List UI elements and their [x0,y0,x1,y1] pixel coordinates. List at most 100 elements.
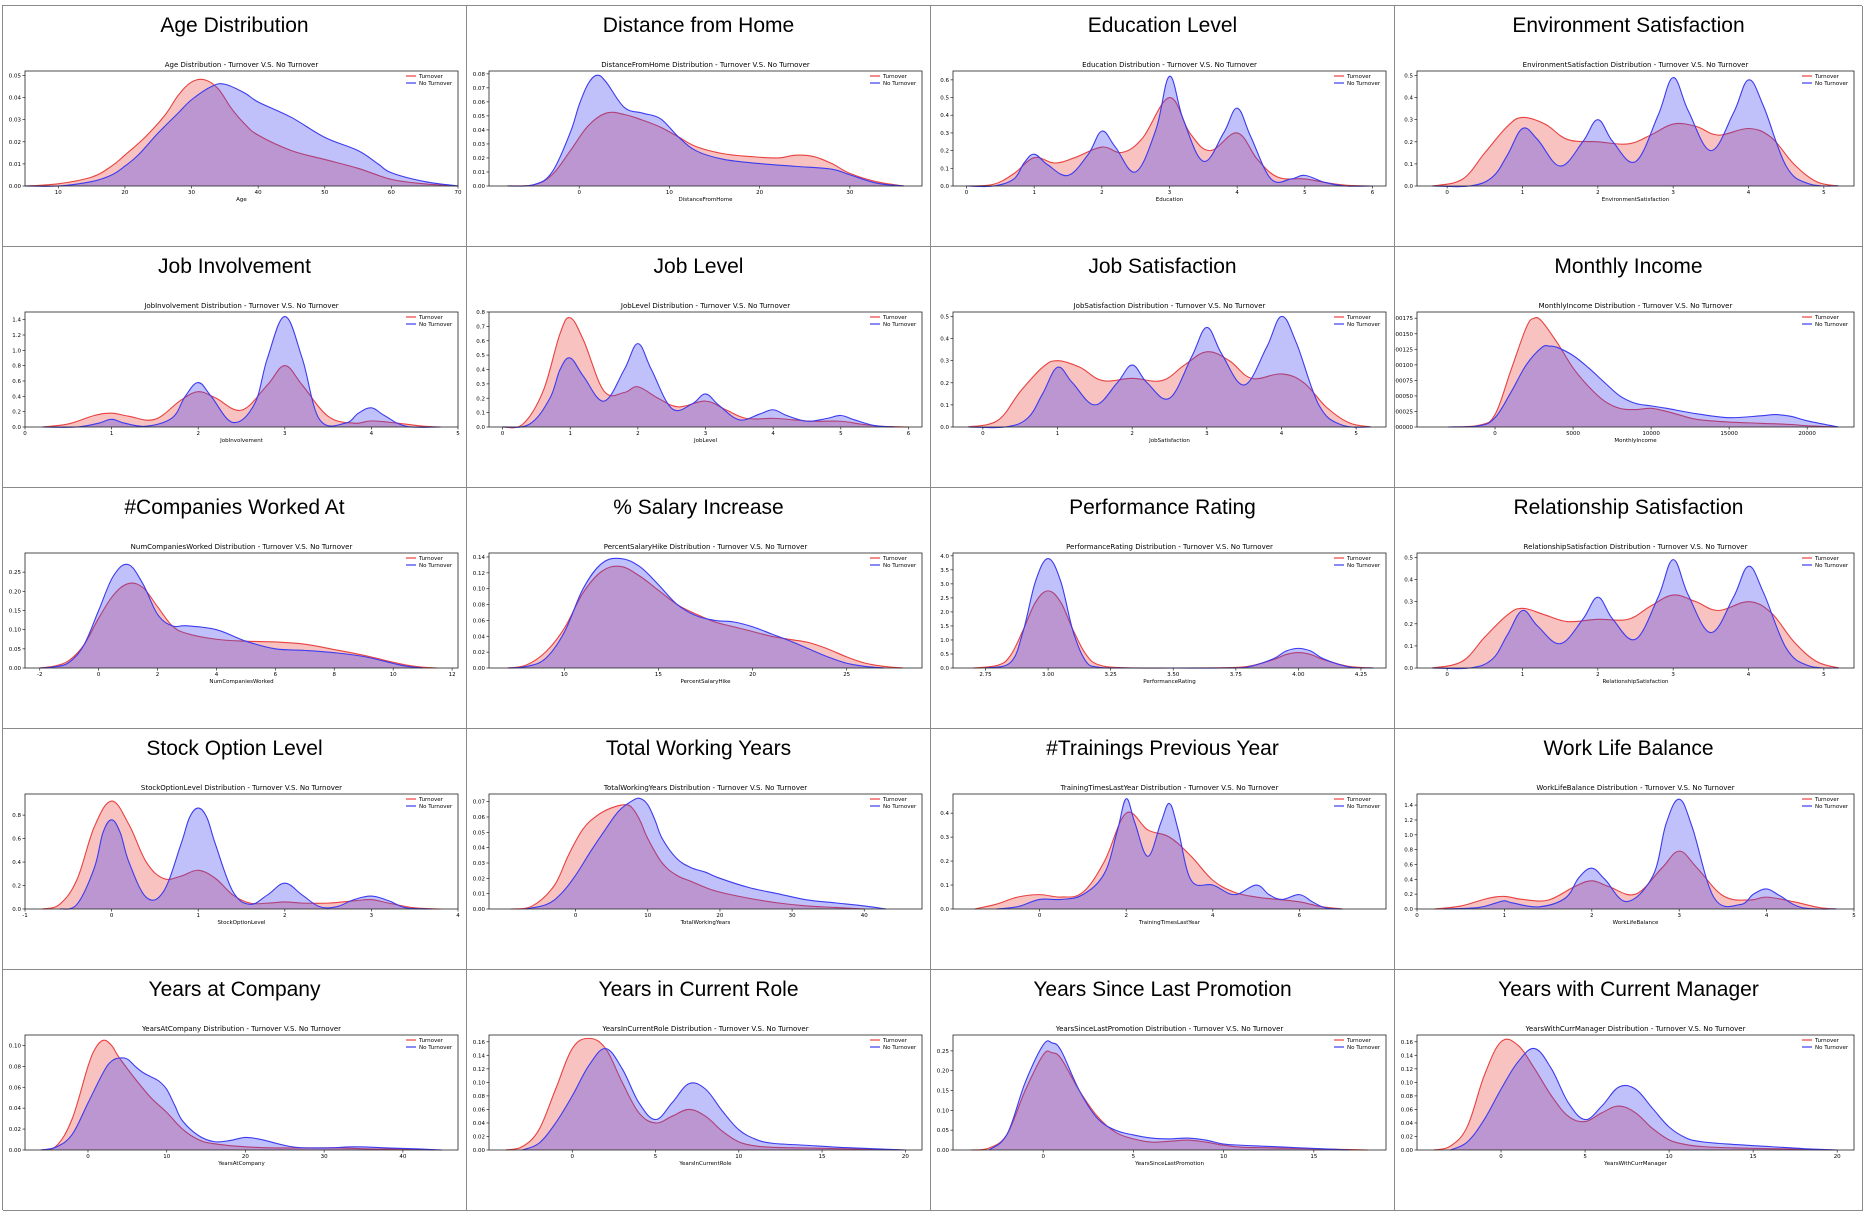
x-tick-label: 2 [1596,190,1600,196]
y-tick-label: 0.0 [940,425,949,431]
x-tick-label: 2 [1596,672,1600,678]
x-tick-label: 5 [1822,672,1826,678]
series-area-turnover [1448,317,1839,427]
legend-label-turnover: Turnover [418,315,444,321]
legend-label-turnover: Turnover [1814,556,1840,562]
x-axis-label: JobInvolvement [219,438,264,444]
x-tick-label: -2 [37,672,42,678]
legend-label-no-turnover: No Turnover [1815,1045,1849,1051]
y-tick-label: 0.01 [9,162,21,168]
y-tick-label: 0.20 [937,1069,950,1075]
x-tick-label: 0 [1445,672,1449,678]
density-plot: PerformanceRating Distribution - Turnove… [940,543,1387,685]
chart-panel: Job Involvement JobInvolvement Distributi… [3,247,467,488]
y-tick-label: 0.2 [940,859,949,865]
density-plot: JobLevel Distribution - Turnover V.S. No… [476,302,923,444]
x-tick-label: 0 [110,913,114,919]
x-tick-label: 40 [399,1154,406,1160]
y-tick-label: 4.0 [940,554,949,560]
chart-panel: Age Distribution Age Distribution - Turno… [3,6,467,247]
series-line-no-turnover [39,563,423,669]
x-tick-label: 0 [571,1154,575,1160]
y-tick-label: 0.04 [9,1106,22,1112]
y-tick-label: 0.6 [940,78,949,84]
x-tick-label: 1 [1521,672,1525,678]
y-tick-label: 0.06 [473,815,486,821]
legend-label-no-turnover: No Turnover [1815,322,1849,328]
x-tick-label: 15 [819,1154,826,1160]
series-line-turnover [507,111,905,187]
series-area-no-turnover [59,808,433,910]
y-tick-label: 0.0 [476,425,485,431]
series-area-no-turnover [1432,559,1839,669]
plot-subtitle: YearsAtCompany Distribution - Turnover V… [141,1025,341,1033]
y-tick-label: 0.4 [1404,96,1413,102]
series-line-turnover [42,800,441,910]
series-line-no-turnover [42,316,441,428]
y-tick-label: 0.00 [937,1148,950,1154]
y-tick-label: 0.3 [940,835,949,841]
legend-label-no-turnover: No Turnover [883,322,917,328]
legend-label-turnover: Turnover [1814,74,1840,80]
y-tick-label: 0.06 [1401,1107,1414,1113]
chart-panel: Years Since Last Promotion YearsSinceLast… [931,970,1395,1211]
x-axis-label: MonthlyIncome [1614,438,1657,444]
x-tick-label: 4 [1747,190,1751,196]
density-plot: NumCompaniesWorked Distribution - Turnov… [9,543,459,685]
series-area-turnover [1433,1039,1838,1150]
series-area-turnover [502,317,909,428]
y-tick-label: 0.02 [9,1127,21,1133]
chart-panel: Performance Rating PerformanceRating Dist… [931,488,1395,729]
chart-panel: Job Level JobLevel Distribution - Turnove… [467,247,931,488]
y-tick-label: 0.5 [1404,555,1413,561]
x-tick-label: 0 [1038,913,1042,919]
y-tick-label: 1.2 [1404,818,1413,824]
plot-subtitle: StockOptionLevel Distribution - Turnover… [141,784,342,792]
x-tick-label: 3.75 [1230,672,1243,678]
series-area-no-turnover [989,1040,1350,1150]
y-tick-label: 0.2 [940,381,949,387]
series-area-no-turnover [507,558,885,668]
y-tick-label: 0.3 [940,359,949,365]
series-area-no-turnover [525,798,886,909]
x-tick-label: 3.50 [1167,672,1180,678]
plot-subtitle: YearsSinceLastPromotion Distribution - T… [1055,1025,1284,1033]
y-tick-label: 0.12 [473,1067,485,1073]
x-tick-label: 4.25 [1355,672,1368,678]
y-tick-label: 0.03 [473,861,486,867]
series-line-no-turnover [1432,559,1839,670]
series-line-no-turnover [1443,798,1837,910]
y-tick-label: 0.0 [1404,907,1413,913]
series-area-no-turnover [39,564,423,668]
series-line-turnover [1434,850,1837,910]
x-tick-label: 3.00 [1042,672,1055,678]
x-tick-label: 5 [839,431,843,437]
y-tick-label: 0.1 [940,166,949,172]
legend-label-turnover: Turnover [882,1038,908,1044]
y-tick-label: 0.10 [1401,1080,1414,1086]
x-axis-label: Age [236,197,247,203]
chart-panel: Years at Company YearsAtCompany Distribut… [3,970,467,1211]
x-tick-label: -1 [22,913,27,919]
plot-subtitle: Education Distribution - Turnover V.S. N… [1082,61,1257,69]
y-tick-label: 0.02 [1401,1134,1413,1140]
series-line-no-turnover [996,798,1343,910]
chart-grid: Age Distribution Age Distribution - Turno… [2,5,1863,1211]
x-tick-label: 5 [1132,1154,1136,1160]
x-tick-label: 1 [110,431,114,437]
y-tick-label: 0.2 [12,884,21,890]
y-tick-label: 0.07 [473,86,486,92]
plot-frame [488,552,923,669]
panel-title: Monthly Income [1554,255,1703,278]
legend-label-no-turnover: No Turnover [1347,81,1381,87]
series-line-turnover [39,582,438,669]
x-tick-label: 1 [1521,190,1525,196]
plot-frame [1416,793,1855,910]
density-plot: Education Distribution - Turnover V.S. N… [940,61,1387,203]
x-tick-label: 2 [156,672,160,678]
x-tick-label: 12 [449,672,456,678]
series-area-turnover [40,1040,435,1150]
